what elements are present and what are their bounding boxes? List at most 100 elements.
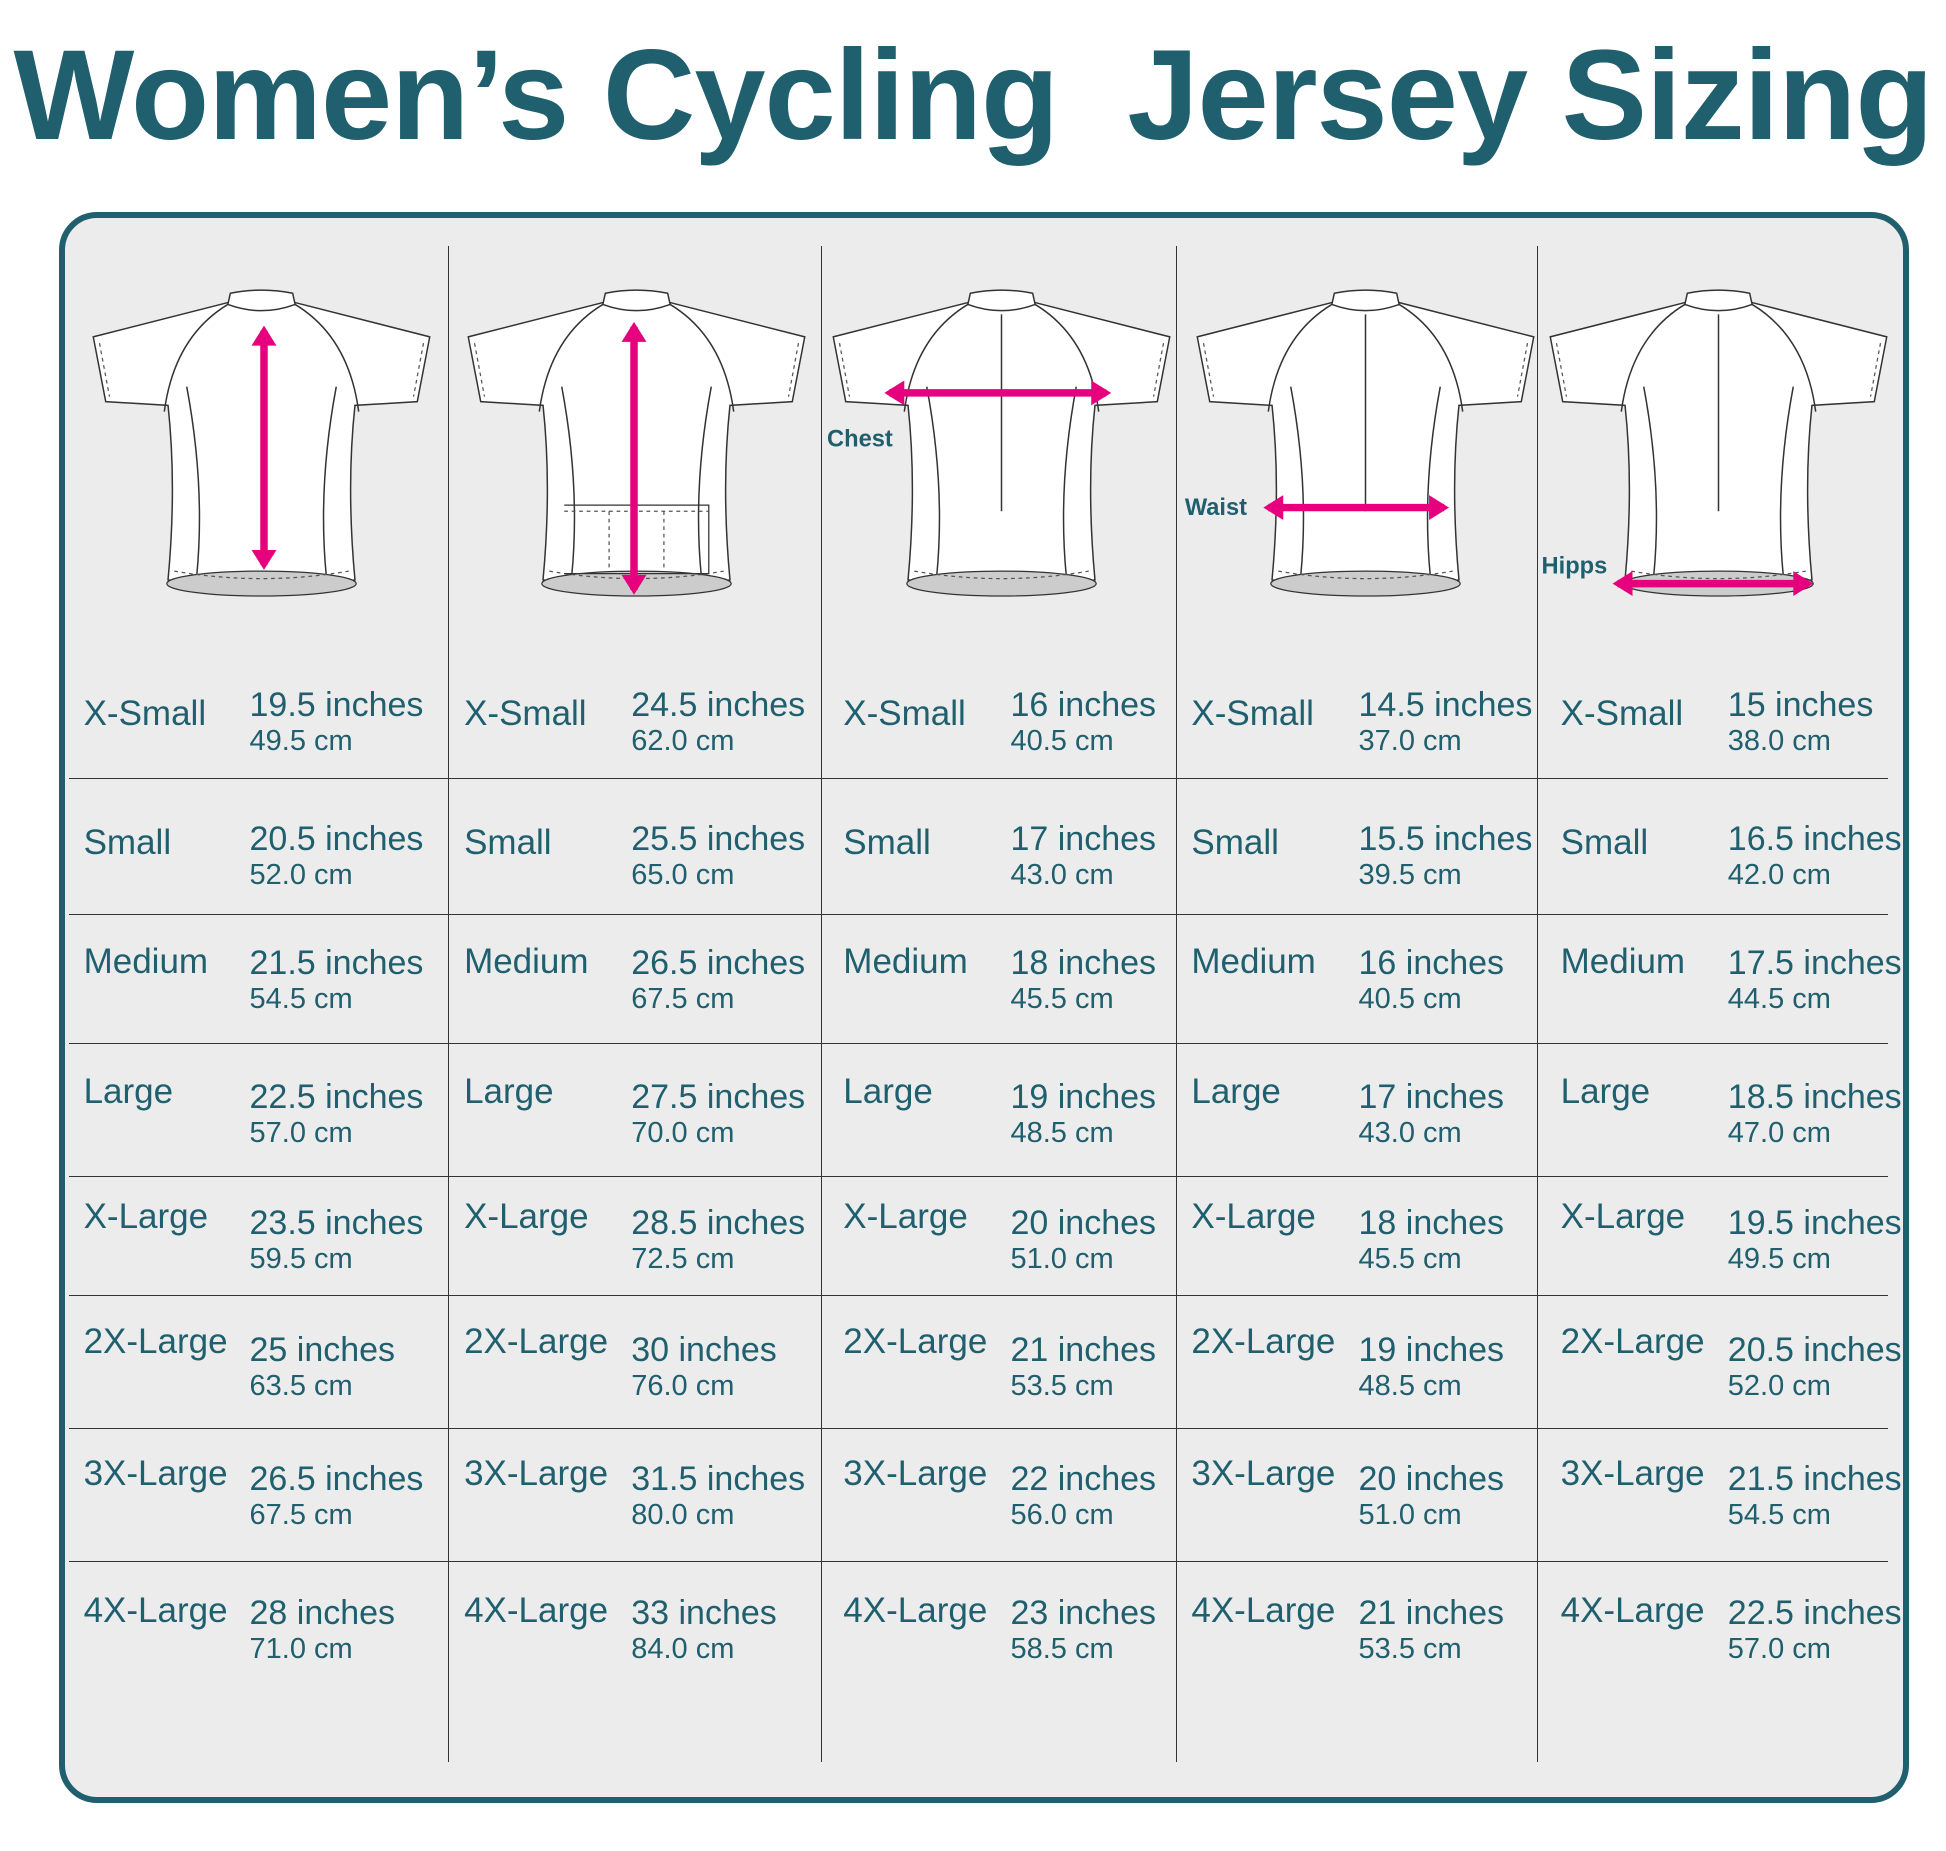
cm-value: 67.5 cm <box>631 983 735 1016</box>
size-label: X-Large <box>1191 1196 1316 1236</box>
size-label: Medium <box>1191 942 1316 982</box>
jersey-front-zip-illustration: Chest <box>827 289 1171 597</box>
inches-value: 22.5 inches <box>1727 1594 1902 1633</box>
row-divider <box>69 1176 1888 1177</box>
measurement-value: 24.5 inches 62.0 cm <box>631 686 805 758</box>
inches-value: 21.5 inches <box>1727 1459 1902 1498</box>
size-label: Small <box>1560 822 1649 862</box>
cm-value: 52.0 cm <box>1727 1370 1831 1403</box>
cm-value: 37.0 cm <box>1358 725 1462 758</box>
inches-value: 33 inches <box>631 1594 777 1633</box>
jersey-back-illustration <box>466 289 806 597</box>
measurement-value: 21 inches 53.5 cm <box>1359 1594 1505 1666</box>
measurement-value: 17.5 inches 44.5 cm <box>1728 944 1902 1016</box>
measurement-value: 17 inches 43.0 cm <box>1010 820 1156 892</box>
inches-value: 24.5 inches <box>631 686 806 725</box>
cm-value: 40.5 cm <box>1010 725 1114 758</box>
cm-value: 62.0 cm <box>631 725 735 758</box>
measurement-value: 15 inches 38.0 cm <box>1728 686 1874 758</box>
measurement-value: 21 inches 53.5 cm <box>1010 1331 1156 1403</box>
column-divider <box>1176 246 1177 1762</box>
inches-value: 23 inches <box>1010 1594 1157 1633</box>
measurement-value: 31.5 inches 80.0 cm <box>631 1460 805 1532</box>
inches-value: 19 inches <box>1358 1331 1505 1370</box>
size-label: Medium <box>843 942 968 982</box>
cm-value: 52.0 cm <box>249 858 353 891</box>
cm-value: 57.0 cm <box>1727 1633 1831 1666</box>
cm-value: 56.0 cm <box>1010 1498 1114 1531</box>
cm-value: 49.5 cm <box>1727 1242 1831 1275</box>
size-label: 4X-Large <box>843 1591 988 1631</box>
size-label: X-Large <box>1560 1196 1686 1236</box>
size-label: X-Large <box>843 1196 968 1236</box>
measurement-value: 19.5 inches 49.5 cm <box>250 686 424 758</box>
size-label: Medium <box>1560 942 1686 982</box>
inches-value: 17 inches <box>1358 1077 1505 1116</box>
row-divider <box>69 778 1888 779</box>
row-divider <box>69 1295 1888 1296</box>
measurement-value: 17 inches 43.0 cm <box>1359 1078 1505 1150</box>
size-label: Small <box>1191 822 1279 862</box>
page-title: Women’s Cycling Jersey Sizing <box>13 24 1933 167</box>
cm-value: 54.5 cm <box>249 983 353 1016</box>
column-divider <box>1537 246 1538 1762</box>
inches-value: 26.5 inches <box>631 944 806 983</box>
size-label: 2X-Large <box>464 1321 609 1361</box>
inches-value: 15.5 inches <box>1358 819 1533 858</box>
inches-value: 22 inches <box>1010 1459 1157 1498</box>
cm-value: 71.0 cm <box>249 1633 353 1666</box>
cm-value: 42.0 cm <box>1727 858 1831 891</box>
size-label: X-Small <box>843 694 966 734</box>
measurement-value: 16 inches 40.5 cm <box>1359 944 1505 1016</box>
size-label: 3X-Large <box>1191 1453 1336 1493</box>
inches-value: 20 inches <box>1010 1203 1157 1242</box>
measure-label: Hipps <box>1542 554 1608 580</box>
size-label: Large <box>1560 1072 1651 1112</box>
cm-value: 39.5 cm <box>1358 858 1462 891</box>
inches-value: 14.5 inches <box>1358 686 1533 725</box>
measurement-value: 23 inches 58.5 cm <box>1010 1594 1156 1666</box>
inches-value: 20 inches <box>1358 1459 1505 1498</box>
measurement-value: 33 inches 84.0 cm <box>631 1594 777 1666</box>
cm-value: 57.0 cm <box>249 1116 353 1149</box>
measure-label: Chest <box>827 427 893 453</box>
size-label: Large <box>1191 1072 1281 1112</box>
jersey-front-illustration <box>92 289 431 597</box>
size-label: X-Large <box>464 1196 589 1236</box>
measurement-value: 23.5 inches 59.5 cm <box>250 1204 424 1276</box>
column-divider <box>821 246 822 1762</box>
inches-value: 20.5 inches <box>1727 1331 1902 1370</box>
cm-value: 76.0 cm <box>631 1370 735 1403</box>
measurement-value: 22.5 inches 57.0 cm <box>250 1078 424 1150</box>
measurement-value: 20 inches 51.0 cm <box>1359 1460 1505 1532</box>
inches-value: 22.5 inches <box>249 1077 424 1116</box>
size-label: Large <box>843 1072 933 1112</box>
cm-value: 49.5 cm <box>249 725 353 758</box>
cm-value: 51.0 cm <box>1358 1498 1462 1531</box>
measure-label: Waist <box>1185 495 1247 521</box>
row-divider <box>69 914 1888 915</box>
cm-value: 53.5 cm <box>1358 1633 1462 1666</box>
inches-value: 17.5 inches <box>1727 944 1902 983</box>
measurement-value: 26.5 inches 67.5 cm <box>631 944 805 1016</box>
cm-value: 70.0 cm <box>631 1116 735 1149</box>
measurement-value: 22 inches 56.0 cm <box>1010 1460 1156 1532</box>
inches-value: 18 inches <box>1358 1203 1505 1242</box>
measurement-value: 18 inches 45.5 cm <box>1010 944 1156 1016</box>
cm-value: 48.5 cm <box>1358 1370 1462 1403</box>
inches-value: 19.5 inches <box>1727 1203 1902 1242</box>
size-label: 4X-Large <box>1560 1591 1705 1631</box>
measurement-value: 28 inches 71.0 cm <box>250 1594 396 1666</box>
size-label: X-Small <box>1191 694 1314 734</box>
measurement-value: 19 inches 48.5 cm <box>1010 1078 1156 1150</box>
cm-value: 47.0 cm <box>1727 1116 1831 1149</box>
size-label: 4X-Large <box>464 1591 609 1631</box>
measurement-value: 21.5 inches 54.5 cm <box>1728 1460 1902 1532</box>
measurement-value: 27.5 inches 70.0 cm <box>631 1078 805 1150</box>
measurement-value: 19.5 inches 49.5 cm <box>1728 1204 1902 1276</box>
row-divider <box>69 1428 1888 1429</box>
measurement-value: 30 inches 76.0 cm <box>631 1331 777 1403</box>
inches-value: 25.5 inches <box>631 819 806 858</box>
inches-value: 28.5 inches <box>631 1203 806 1242</box>
inches-value: 21 inches <box>1010 1331 1157 1370</box>
